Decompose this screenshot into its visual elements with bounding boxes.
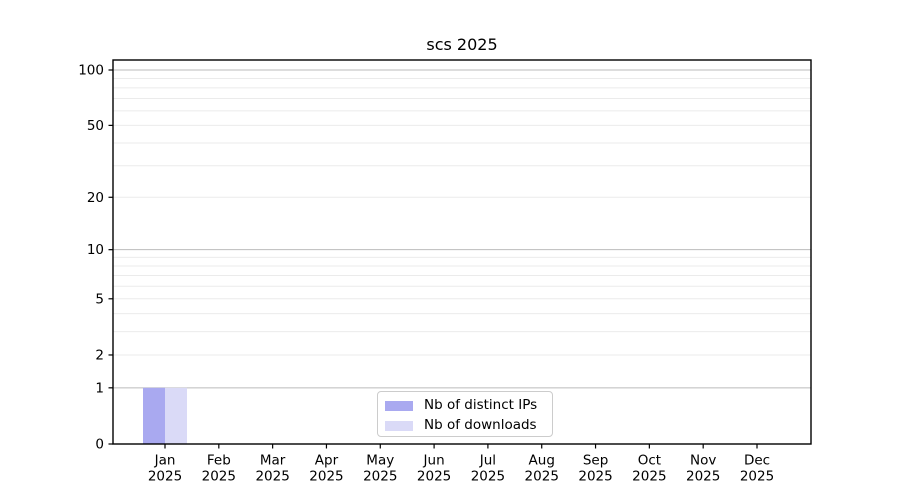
x-tick-label-month: Jun [423,453,445,469]
x-tick-label-year: 2025 [363,469,397,485]
legend-swatch-distinct-ips [385,401,413,411]
x-tick-label-year: 2025 [255,469,289,485]
x-tick-label-month: Aug [529,453,555,469]
x-tick-label-month: May [366,453,394,469]
x-tick-label-month: Dec [744,453,770,469]
y-tick-label: 50 [87,118,104,134]
x-tick-label-month: Apr [315,453,339,469]
x-tick-label-month: Nov [690,453,716,469]
y-tick-label: 2 [95,347,104,363]
plot-border [112,59,812,445]
x-tick-label-year: 2025 [417,469,451,485]
legend-label-downloads: Nb of downloads [424,417,537,434]
y-tick-label: 100 [78,63,104,79]
y-tick-label: 1 [95,380,104,396]
x-tick-label-year: 2025 [578,469,612,485]
x-tick-label-month: Sep [583,453,608,469]
x-tick-label-year: 2025 [309,469,343,485]
bar-distinct-ips-jan [143,387,165,444]
legend-swatch-downloads [385,421,413,431]
x-tick-label-year: 2025 [525,469,559,485]
x-tick-label-year: 2025 [740,469,774,485]
legend-item-distinct-ips: Nb of distinct IPs [385,396,552,416]
bar-downloads-jan [165,387,187,444]
legend: Nb of distinct IPs Nb of downloads [377,391,553,437]
y-tick-label: 20 [87,190,104,206]
x-tick-label-month: Oct [638,453,661,469]
x-tick-label-month: Jul [479,453,496,469]
x-tick-label-year: 2025 [632,469,666,485]
chart-title: scs 2025 [426,35,498,54]
y-tick-label: 0 [95,437,104,453]
y-tick-label: 5 [95,291,104,307]
x-tick-label-year: 2025 [202,469,236,485]
y-tick-label: 10 [87,242,104,258]
legend-item-downloads: Nb of downloads [385,416,552,436]
x-tick-label-month: Jan [154,453,176,469]
legend-label-distinct-ips: Nb of distinct IPs [424,397,538,414]
x-tick-label-year: 2025 [148,469,182,485]
x-tick-label-year: 2025 [471,469,505,485]
x-tick-label-month: Mar [260,453,286,469]
x-tick-label-year: 2025 [686,469,720,485]
x-tick-label-month: Feb [207,453,231,469]
